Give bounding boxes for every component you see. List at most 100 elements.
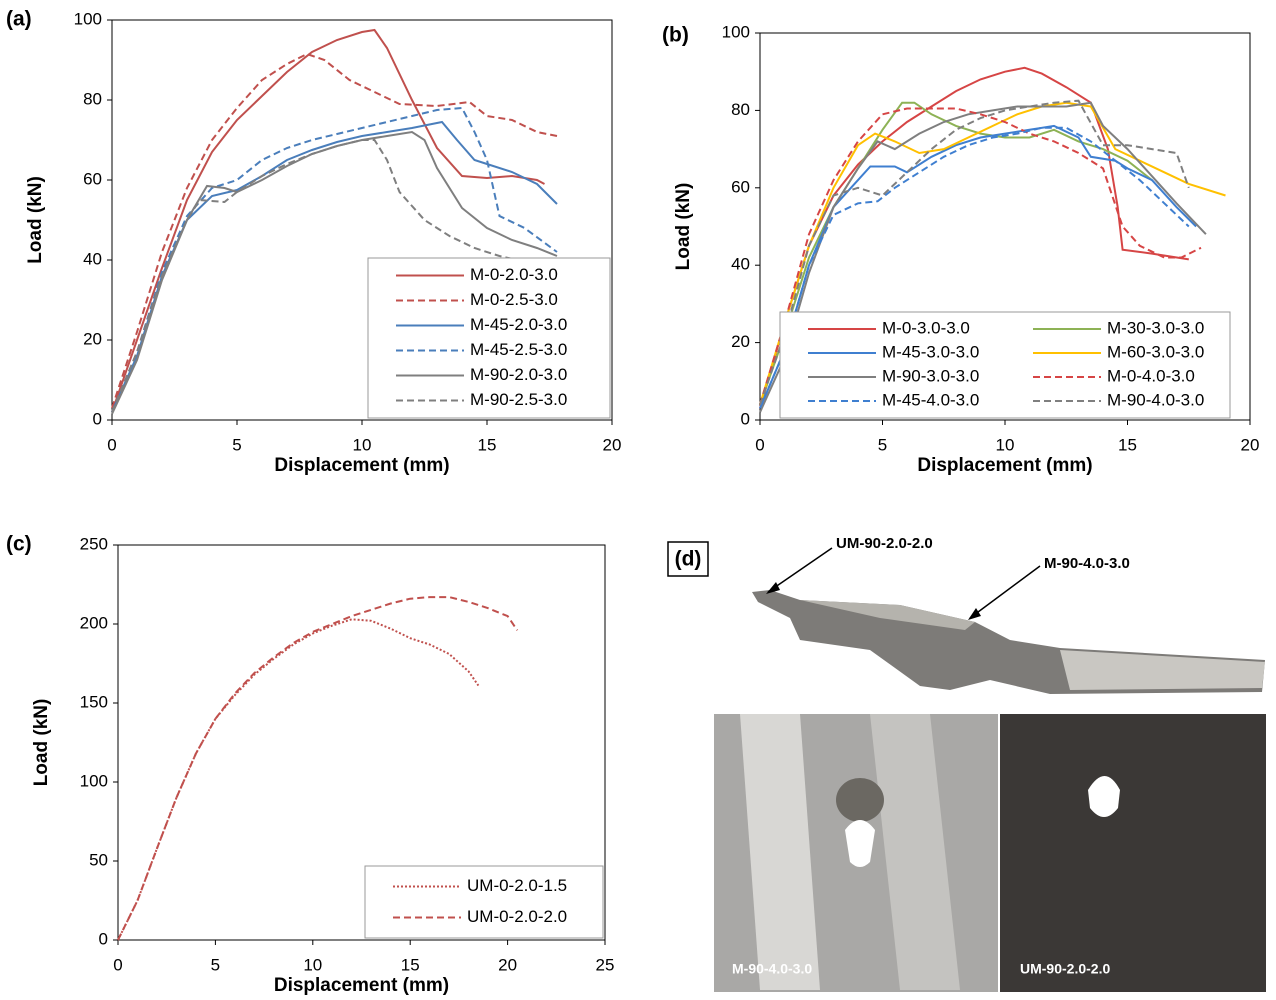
y-axis-label: Load (kN) <box>673 183 694 271</box>
x-tick-label: 10 <box>996 435 1015 454</box>
y-tick-label: 0 <box>99 929 108 948</box>
series-line <box>759 107 1202 405</box>
legend-box <box>367 257 611 419</box>
legend-label: M-45-2.0-3.0 <box>470 315 567 334</box>
y-tick-label: 20 <box>731 332 750 351</box>
photo-label: M-90-4.0-3.0 <box>732 961 812 977</box>
series-line <box>111 106 558 413</box>
photo-panel: (d) UM-90-2.0-2.0 M-90-4.0-3.0 M-90-4.0-… <box>667 535 1266 992</box>
annotation-arrow <box>969 565 1041 619</box>
hole <box>845 820 875 867</box>
series-line <box>759 99 1190 405</box>
legend-label: UM-0-2.0-2.0 <box>467 907 567 926</box>
x-tick-label: 20 <box>1241 435 1260 454</box>
series-line <box>759 101 1207 413</box>
photo-shine <box>870 714 960 990</box>
legend-label: M-45-2.5-3.0 <box>470 340 567 359</box>
photo-annotation: M-90-4.0-3.0 <box>1044 555 1130 572</box>
x-tick-label: 5 <box>211 955 220 974</box>
weld-nugget <box>836 778 884 822</box>
y-tick-label: 250 <box>80 534 108 553</box>
y-tick-label: 60 <box>83 169 102 188</box>
series-line <box>759 124 1197 409</box>
photo-annotation: UM-90-2.0-2.0 <box>836 535 933 552</box>
x-tick-label: 0 <box>113 955 122 974</box>
legend-label: M-45-3.0-3.0 <box>882 342 979 361</box>
x-tick-label: 10 <box>353 435 372 454</box>
x-tick-label: 20 <box>603 435 622 454</box>
y-tick-label: 200 <box>80 613 108 632</box>
plot-frame <box>759 32 1251 421</box>
series-line <box>111 120 558 413</box>
y-tick-label: 100 <box>722 22 750 41</box>
y-tick-label: 150 <box>80 692 108 711</box>
x-tick-label: 10 <box>303 955 322 974</box>
photo-label: UM-90-2.0-2.0 <box>1020 961 1110 977</box>
y-tick-label: 20 <box>83 329 102 348</box>
hole <box>1088 776 1120 817</box>
x-tick-label: 25 <box>596 955 615 974</box>
annotation-arrow <box>767 547 833 593</box>
x-axis-label: Displacement (mm) <box>274 975 449 996</box>
legend-label: UM-0-2.0-1.5 <box>467 876 567 895</box>
legend-label: M-0-2.0-3.0 <box>470 265 558 284</box>
x-tick-label: 0 <box>755 435 764 454</box>
legend-label: M-60-3.0-3.0 <box>1107 342 1204 361</box>
legend-label: M-90-4.0-3.0 <box>1107 390 1204 409</box>
x-tick-label: 5 <box>878 435 887 454</box>
panel-label-box <box>667 541 709 577</box>
legend-label: M-90-2.0-3.0 <box>470 365 567 384</box>
chart: (a) 0 20 40 60 80 100 0 5 10 15 20 Displacement (mm)… <box>6 8 621 476</box>
panel-label: (a) <box>6 8 32 31</box>
series-line <box>117 596 519 941</box>
series-line <box>111 139 518 413</box>
panel-label: (b) <box>662 24 689 47</box>
arrow-head <box>766 582 780 594</box>
legend-label: M-90-3.0-3.0 <box>882 366 979 385</box>
y-tick-label: 80 <box>731 100 750 119</box>
series-line <box>111 52 558 409</box>
y-tick-label: 0 <box>93 409 102 428</box>
y-tick-label: 40 <box>83 249 102 268</box>
y-tick-label: 0 <box>741 409 750 428</box>
legend-label: M-45-4.0-3.0 <box>882 390 979 409</box>
x-tick-label: 15 <box>401 955 420 974</box>
panel-label: (d) <box>675 548 702 571</box>
series-line <box>759 126 1190 409</box>
arrow-head <box>968 608 981 620</box>
panel-label: (c) <box>6 533 32 556</box>
plot-frame <box>111 19 613 421</box>
chart: (c) 0 50 100 150 200 250 0 5 10 15 20 25 Displacement… <box>6 533 614 996</box>
legend-box <box>364 865 604 939</box>
legend-label: M-30-3.0-3.0 <box>1107 318 1204 337</box>
x-tick-label: 5 <box>232 435 241 454</box>
specimen-plate <box>1060 650 1265 690</box>
plot-frame <box>117 544 606 941</box>
chart: (b) 0 20 40 60 80 100 0 5 10 15 20 Displacement (mm)… <box>662 22 1259 476</box>
y-tick-label: 40 <box>731 255 750 274</box>
series-line <box>111 130 558 415</box>
legend-label: M-0-3.0-3.0 <box>882 318 970 337</box>
series-line <box>117 618 480 941</box>
legend-label: M-0-4.0-3.0 <box>1107 366 1195 385</box>
y-tick-label: 60 <box>731 177 750 196</box>
legend-label: M-90-2.5-3.0 <box>470 390 567 409</box>
y-tick-label: 100 <box>80 771 108 790</box>
series-line <box>111 28 545 413</box>
specimen-highlight <box>800 600 975 630</box>
x-tick-label: 20 <box>498 955 517 974</box>
y-axis-label: Load (kN) <box>31 699 52 787</box>
series-line <box>759 66 1189 409</box>
legend-label: M-0-2.5-3.0 <box>470 290 558 309</box>
y-tick-label: 80 <box>83 89 102 108</box>
x-tick-label: 0 <box>107 435 116 454</box>
y-tick-label: 100 <box>74 9 102 28</box>
y-tick-label: 50 <box>89 850 108 869</box>
x-tick-label: 15 <box>1118 435 1137 454</box>
photo-right <box>1000 714 1266 992</box>
photo-shine <box>740 714 820 990</box>
x-axis-label: Displacement (mm) <box>917 455 1092 476</box>
x-axis-label: Displacement (mm) <box>274 455 449 476</box>
y-axis-label: Load (kN) <box>25 176 46 264</box>
